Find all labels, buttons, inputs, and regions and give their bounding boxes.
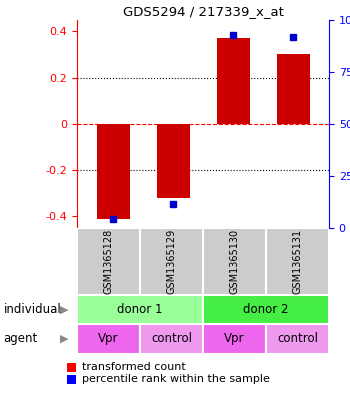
Text: donor 2: donor 2 <box>243 303 289 316</box>
Text: Vpr: Vpr <box>224 332 245 345</box>
Bar <box>276 54 309 124</box>
Bar <box>156 124 189 198</box>
Text: individual: individual <box>4 303 61 316</box>
Text: transformed count: transformed count <box>82 362 186 373</box>
Bar <box>140 228 203 295</box>
Bar <box>77 228 140 295</box>
Text: GSM1365131: GSM1365131 <box>293 229 302 294</box>
Text: ▶: ▶ <box>60 305 68 314</box>
Bar <box>203 228 266 295</box>
Text: GSM1365130: GSM1365130 <box>230 229 239 294</box>
Bar <box>77 324 140 354</box>
Bar <box>203 295 329 324</box>
Text: control: control <box>151 332 192 345</box>
Bar <box>217 38 250 124</box>
Text: donor 1: donor 1 <box>117 303 163 316</box>
Text: GSM1365128: GSM1365128 <box>104 229 113 294</box>
Text: percentile rank within the sample: percentile rank within the sample <box>82 374 270 384</box>
Text: control: control <box>277 332 318 345</box>
Text: agent: agent <box>4 332 38 345</box>
Bar <box>77 295 203 324</box>
Text: ▶: ▶ <box>60 334 68 344</box>
Text: GSM1365129: GSM1365129 <box>167 229 176 294</box>
Bar <box>266 324 329 354</box>
Text: Vpr: Vpr <box>98 332 119 345</box>
Title: GDS5294 / 217339_x_at: GDS5294 / 217339_x_at <box>122 6 284 18</box>
Bar <box>203 324 266 354</box>
Bar <box>97 124 130 219</box>
Bar <box>266 228 329 295</box>
Bar <box>140 324 203 354</box>
